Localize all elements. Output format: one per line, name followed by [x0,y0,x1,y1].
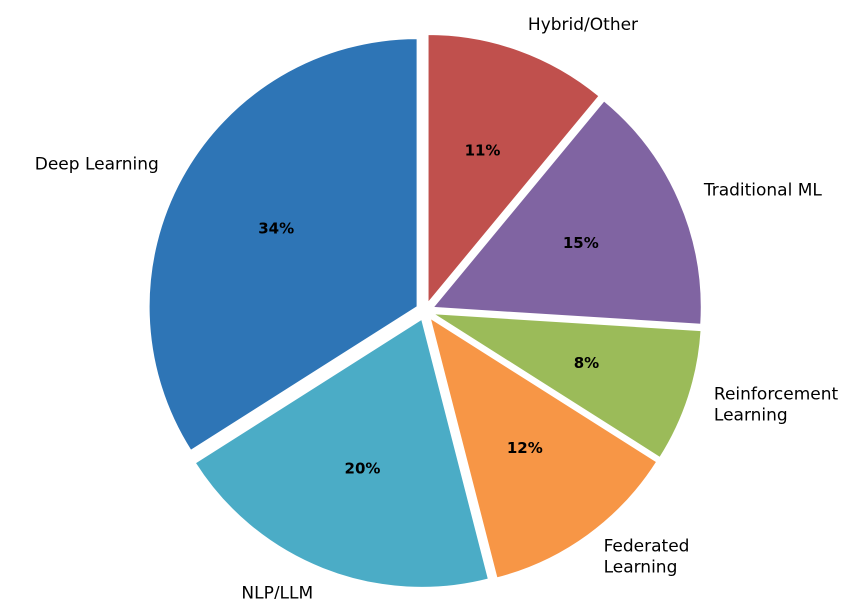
value-label: 11% [465,142,501,160]
label-line: Learning [604,557,678,577]
value-label: 12% [507,439,543,457]
pie-slice [194,318,489,588]
pie-slice [433,313,702,459]
value-label: 34% [258,220,294,238]
pie-slice [148,38,418,451]
label-line: NLP/LLM [241,583,313,599]
label-line: Reinforcement [714,384,839,404]
value-label: 8% [574,354,599,372]
label-line: Learning [714,405,788,425]
slice-label: Traditional ML [703,180,823,200]
pie-slice [427,34,600,304]
label-line: Federated [604,536,690,556]
slice-label: NLP/LLM [241,583,313,599]
slice-label: Hybrid/Other [528,15,638,35]
pie-slice [429,317,658,579]
slice-label: Federated Learning [604,536,690,577]
slice-label: Deep Learning [35,155,159,175]
value-label: 15% [563,234,599,252]
label-line: Deep Learning [35,155,159,175]
value-label: 20% [345,459,381,477]
label-line: Traditional ML [703,180,823,200]
slice-label: Reinforcement Learning [714,384,839,425]
pie-slice [432,100,702,325]
label-line: Hybrid/Other [528,15,638,35]
